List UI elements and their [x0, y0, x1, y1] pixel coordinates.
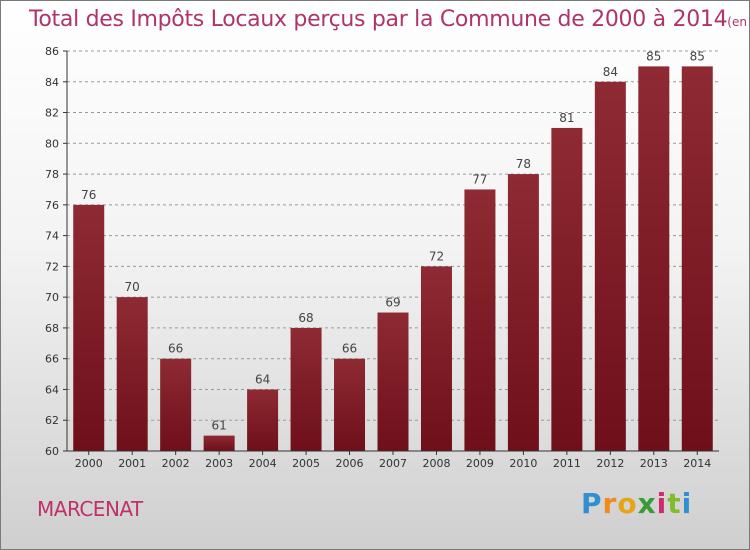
bar-value-label: 84 [603, 65, 618, 79]
x-tick-label: 2001 [118, 457, 146, 470]
x-tick-label: 2007 [379, 457, 407, 470]
bar [73, 204, 105, 451]
title-text: Total des Impôts Locaux perçus par la Co… [29, 7, 728, 32]
bar [594, 81, 626, 452]
bar-value-label: 85 [646, 49, 661, 63]
bar-value-label: 68 [298, 311, 313, 325]
y-tick-label: 66 [45, 353, 59, 366]
y-tick-label: 72 [45, 260, 59, 273]
commune-name: MARCENAT [37, 497, 143, 521]
logo-letter: i [656, 487, 668, 520]
x-tick-label: 2005 [292, 457, 320, 470]
bar [681, 66, 713, 451]
bar-value-label: 77 [472, 172, 487, 186]
bar-value-label: 76 [81, 188, 96, 202]
y-tick-label: 60 [45, 445, 59, 458]
bar [638, 66, 670, 451]
x-tick-label: 2011 [553, 457, 581, 470]
bar [290, 327, 322, 451]
bar-value-label: 69 [385, 296, 400, 310]
chart-title: Total des Impôts Locaux perçus par la Co… [29, 7, 749, 32]
bar [420, 266, 452, 451]
y-tick-label: 68 [45, 322, 59, 335]
bar [334, 358, 366, 451]
x-tick-label: 2012 [596, 457, 624, 470]
y-tick-label: 78 [45, 168, 59, 181]
x-tick-label: 2003 [205, 457, 233, 470]
logo-letter: x [637, 487, 657, 520]
y-tick-label: 82 [45, 107, 59, 120]
y-tick-label: 62 [45, 414, 59, 427]
bar-value-label: 85 [690, 49, 705, 63]
y-tick-label: 70 [45, 291, 59, 304]
bar-value-label: 64 [255, 372, 270, 386]
y-tick-label: 74 [45, 230, 59, 243]
bar-value-label: 66 [342, 342, 357, 356]
bar [377, 312, 409, 451]
logo-letter: t [667, 487, 682, 520]
title-unit: (en milliers d'€) [727, 15, 749, 29]
bar-value-label: 61 [211, 419, 226, 433]
bar [160, 358, 192, 451]
bar [551, 127, 583, 451]
y-tick-label: 76 [45, 199, 59, 212]
logo-letter: r [602, 487, 618, 520]
x-tick-label: 2014 [683, 457, 711, 470]
bar-value-label: 81 [559, 111, 574, 125]
bar-value-label: 78 [516, 157, 531, 171]
x-tick-label: 2002 [162, 457, 190, 470]
bar [203, 435, 235, 451]
y-tick-label: 64 [45, 383, 59, 396]
y-tick-label: 86 [45, 45, 59, 58]
bar [464, 189, 496, 451]
bar-value-label: 70 [125, 280, 140, 294]
logo-letter: i [681, 487, 693, 520]
x-tick-label: 2004 [249, 457, 277, 470]
x-tick-label: 2009 [466, 457, 494, 470]
y-tick-label: 84 [45, 76, 59, 89]
logo-letter: P [581, 487, 603, 520]
bar [507, 174, 539, 452]
y-tick-label: 80 [45, 137, 59, 150]
x-tick-label: 2000 [75, 457, 103, 470]
bar-value-label: 72 [429, 249, 444, 263]
x-tick-label: 2008 [422, 457, 450, 470]
x-tick-label: 2013 [640, 457, 668, 470]
bar [247, 389, 279, 451]
proxiti-logo: Proxiti [581, 487, 692, 520]
x-tick-label: 2006 [336, 457, 364, 470]
logo-letter: o [617, 487, 638, 520]
bar [116, 297, 148, 451]
x-tick-label: 2010 [509, 457, 537, 470]
bar-value-label: 66 [168, 342, 183, 356]
